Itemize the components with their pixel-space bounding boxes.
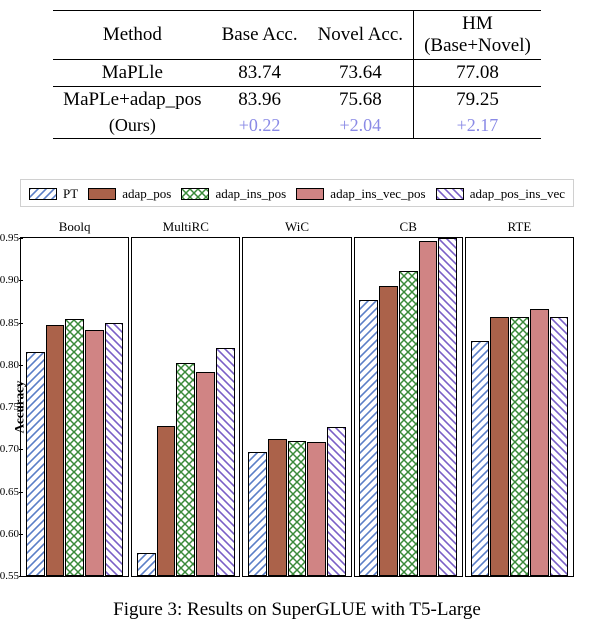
cell-novel: 73.64 (308, 60, 414, 87)
panel-plot: Accuracy0.550.600.650.700.750.800.850.90… (20, 237, 129, 577)
legend-swatch (88, 188, 116, 200)
chart-panel: WiC (242, 219, 351, 577)
bars-group (466, 238, 573, 576)
bar-pt (248, 452, 267, 576)
chart-panel: RTE (465, 219, 574, 577)
y-tick: 0.80 (0, 359, 19, 371)
bar-adap_pos (268, 439, 287, 576)
cell-delta-base: +0.22 (212, 113, 308, 139)
legend-item-pt: PT (29, 186, 78, 202)
panel-plot (242, 237, 351, 577)
bar-chart: PT adap_pos adap_ins_pos adap_ins_vec_po… (20, 179, 574, 577)
bar-adap_ins_vec_pos (419, 241, 438, 576)
col-method: Method (53, 11, 211, 60)
y-tick: 0.90 (0, 274, 19, 286)
y-tick: 0.75 (0, 401, 19, 413)
legend-item-adap-pos: adap_pos (88, 186, 171, 202)
cell-novel: 75.68 (308, 87, 414, 114)
panel-plot (465, 237, 574, 577)
panels-row: Boolq Accuracy0.550.600.650.700.750.800.8… (20, 219, 574, 577)
bar-adap_pos (379, 286, 398, 576)
figure-caption: Figure 3: Results on SuperGLUE with T5-L… (20, 599, 574, 621)
panel-title: WiC (242, 219, 351, 235)
ours-name: MaPLe+adap_pos (63, 89, 201, 110)
cell-method: MaPLle (53, 60, 211, 87)
bars-group (21, 238, 128, 576)
bars-group (355, 238, 462, 576)
panel-title: CB (354, 219, 463, 235)
results-table: Method Base Acc. Novel Acc. HM (Base+Nov… (53, 10, 541, 139)
bar-adap_ins_pos (399, 271, 418, 576)
cell-hm: 77.08 (414, 60, 541, 87)
bar-adap_ins_pos (176, 363, 195, 576)
cell-method: MaPLe+adap_pos (53, 87, 211, 114)
cell-ours-label: (Ours) (53, 113, 211, 139)
bar-adap_ins_pos (65, 319, 84, 576)
y-tick: 0.70 (0, 443, 19, 455)
bar-pt (137, 553, 156, 576)
bar-adap_ins_vec_pos (307, 442, 326, 576)
hm-bottom: (Base+Novel) (424, 35, 531, 56)
cell-base: 83.96 (212, 87, 308, 114)
chart-panel: MultiRC (131, 219, 240, 577)
legend-label: adap_pos (122, 186, 171, 202)
col-novel: Novel Acc. (308, 11, 414, 60)
bar-adap_pos_ins_vec (216, 348, 235, 576)
bars-group (243, 238, 350, 576)
col-base: Base Acc. (212, 11, 308, 60)
table-row: MaPLe+adap_pos 83.96 75.68 79.25 (53, 87, 541, 114)
legend-item-adap-ins-vec-pos: adap_ins_vec_pos (296, 186, 425, 202)
legend-swatch (29, 188, 57, 200)
bar-adap_ins_vec_pos (196, 372, 215, 576)
y-tick: 0.60 (0, 528, 19, 540)
bar-adap_pos_ins_vec (550, 317, 569, 576)
y-tick: 0.95 (0, 232, 19, 244)
cell-delta-novel: +2.04 (308, 113, 414, 139)
legend-label: adap_ins_pos (215, 186, 286, 202)
table-header-row: Method Base Acc. Novel Acc. HM (Base+Nov… (53, 11, 541, 60)
bar-adap_pos (46, 325, 65, 576)
y-tick: 0.85 (0, 317, 19, 329)
table-row: MaPLle 83.74 73.64 77.08 (53, 60, 541, 87)
legend-label: adap_ins_vec_pos (330, 186, 425, 202)
bar-adap_pos (157, 426, 176, 576)
bar-adap_pos_ins_vec (327, 427, 346, 576)
bar-adap_ins_vec_pos (85, 330, 104, 576)
bar-adap_ins_pos (510, 317, 529, 576)
cell-hm: 79.25 (414, 87, 541, 114)
table-row: (Ours) +0.22 +2.04 +2.17 (53, 113, 541, 139)
bar-adap_ins_vec_pos (530, 309, 549, 576)
bar-adap_pos_ins_vec (105, 323, 124, 577)
cell-base: 83.74 (212, 60, 308, 87)
chart-legend: PT adap_pos adap_ins_pos adap_ins_vec_po… (20, 179, 574, 207)
bars-group (132, 238, 239, 576)
bar-pt (359, 300, 378, 576)
y-ticks: 0.550.600.650.700.750.800.850.900.95 (0, 238, 19, 576)
chart-panel: CB (354, 219, 463, 577)
panel-plot (354, 237, 463, 577)
legend-item-adap-ins-pos: adap_ins_pos (181, 186, 286, 202)
legend-swatch (436, 188, 464, 200)
chart-panel: Boolq Accuracy0.550.600.650.700.750.800.8… (20, 219, 129, 577)
hm-top: HM (462, 13, 493, 34)
legend-label: PT (63, 186, 78, 202)
bar-pt (26, 352, 45, 576)
panel-plot (131, 237, 240, 577)
bar-pt (471, 341, 490, 576)
panel-title: MultiRC (131, 219, 240, 235)
bar-adap_pos_ins_vec (438, 238, 457, 576)
col-hm: HM (Base+Novel) (414, 11, 541, 60)
y-tick: 0.55 (0, 570, 19, 582)
legend-swatch (296, 188, 324, 200)
panel-title: Boolq (20, 219, 129, 235)
legend-swatch (181, 188, 209, 200)
bar-adap_pos (490, 317, 509, 576)
y-tick: 0.65 (0, 486, 19, 498)
legend-item-adap-pos-ins-vec: adap_pos_ins_vec (436, 186, 565, 202)
legend-label: adap_pos_ins_vec (470, 186, 565, 202)
panel-title: RTE (465, 219, 574, 235)
bar-adap_ins_pos (288, 441, 307, 576)
cell-delta-hm: +2.17 (414, 113, 541, 139)
